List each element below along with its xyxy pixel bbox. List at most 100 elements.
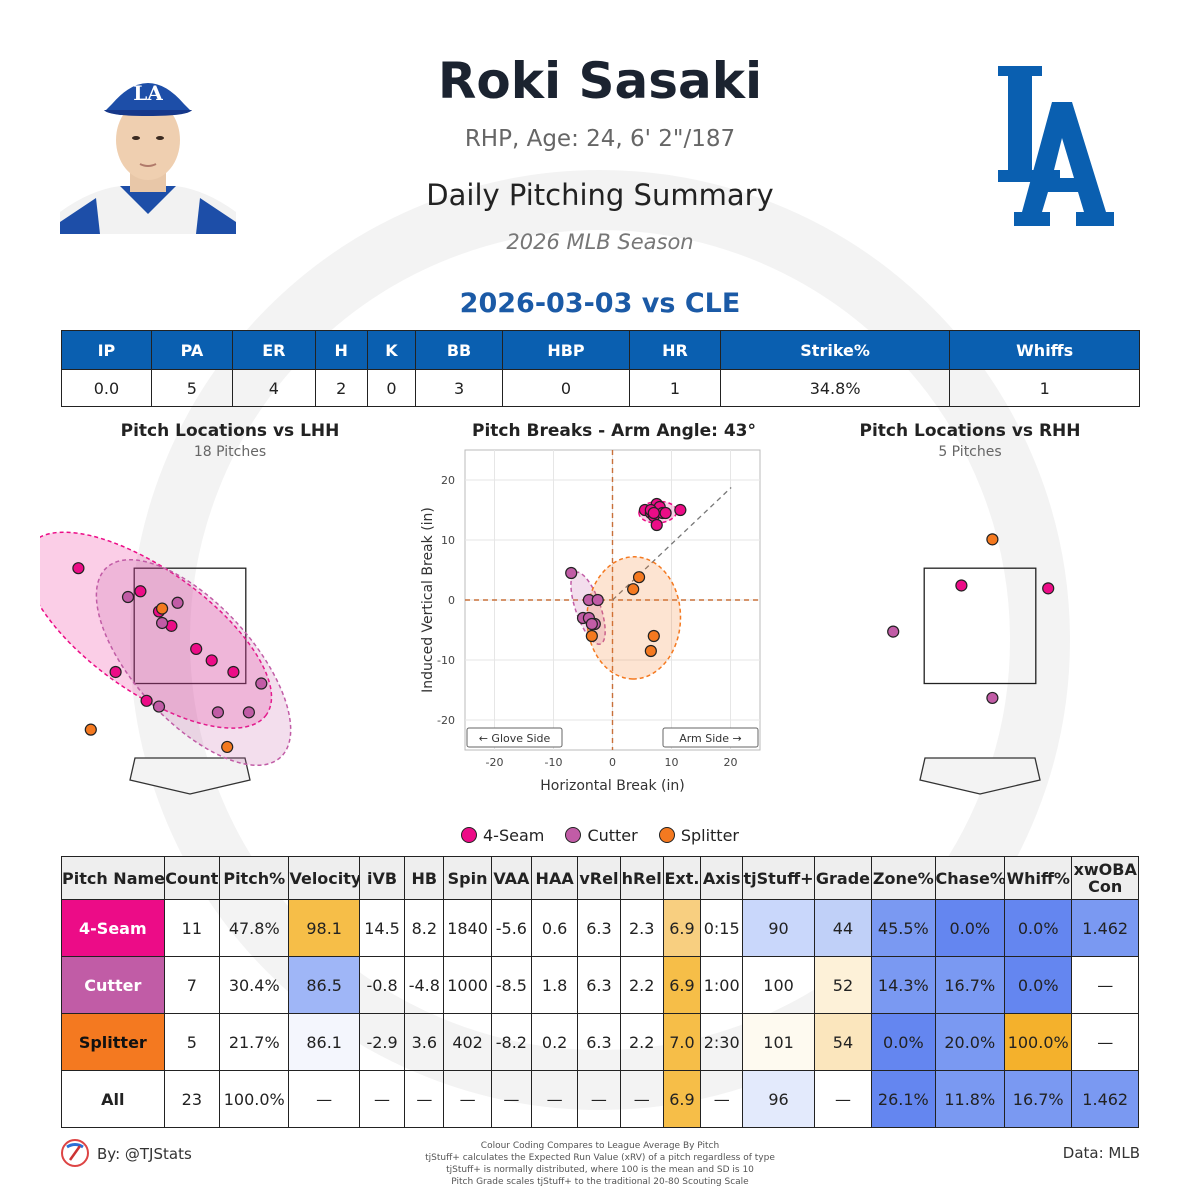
- table-header: hRel: [619, 856, 664, 900]
- boxscore-header: H: [314, 330, 368, 370]
- table-cell: 0.0%: [1003, 899, 1073, 957]
- footer-note: Colour Coding Compares to League Average…: [480, 1141, 720, 1151]
- boxscore-value: 0.0: [61, 369, 152, 407]
- table-cell: 14.3%: [871, 956, 936, 1014]
- table-cell: 44: [813, 899, 873, 957]
- table-cell: 11.8%: [934, 1070, 1005, 1128]
- strike-zone: [133, 567, 247, 685]
- lhh-pitch-point: [227, 665, 240, 679]
- boxscore-header: K: [366, 330, 417, 370]
- y-axis-label: Induced Vertical Break (in): [420, 507, 436, 693]
- table-cell: 0:15: [700, 899, 744, 957]
- lhh-pitch-point: [221, 740, 234, 754]
- break-point: [627, 583, 640, 596]
- lhh-pitch-point: [171, 596, 184, 609]
- table-cell: 90: [742, 899, 815, 957]
- table-header: Chase%: [934, 856, 1005, 900]
- pitch-metrics-table: Pitch Name Count Pitch% Velocity iVB HB Spin VA…: [61, 856, 1139, 1128]
- table-cell: -0.8: [358, 956, 406, 1014]
- table-cell: 86.1: [288, 1013, 360, 1071]
- table-header: Count: [163, 856, 221, 900]
- table-cell: 20.0%: [934, 1013, 1005, 1071]
- table-row: All 23 100.0% — — — — — — — —6.9—96—26.1% 11.8% 16.7…: [61, 1070, 1139, 1128]
- table-cell: 26.1%: [871, 1070, 936, 1128]
- strike-zone: [923, 567, 1037, 685]
- table-cell: 100.0%: [1003, 1013, 1073, 1071]
- team-logo: [998, 66, 1114, 226]
- table-cell: 23: [163, 1070, 221, 1128]
- boxscore-header: BB: [415, 330, 503, 370]
- table-row: Splitter 5 21.7% 86.1 -2.9 3.6 402 -8.2 0.2 6.3 2.…: [61, 1013, 1139, 1071]
- break-point: [565, 566, 578, 580]
- rhh-title: Pitch Locations vs RHH: [859, 421, 1081, 441]
- table-cell: 7: [163, 956, 221, 1014]
- table-cell: 86.5: [288, 956, 360, 1014]
- table-cell: 0.0%: [934, 899, 1005, 957]
- author-credit: By: @TJStats: [97, 1145, 192, 1163]
- table-cell: 2.3: [619, 899, 664, 957]
- table-cell: 5: [163, 1013, 221, 1071]
- lhh-pitch-point: [242, 706, 255, 719]
- boxscore-table: IP PA ER H K BB HBP HR Strike% Whiffs 0.0 5 4 2 0 3 0 1 3…: [61, 330, 1140, 407]
- footer-note: tjStuff+ is normally distributed, where …: [446, 1165, 754, 1175]
- table-header: Pitch Name: [61, 856, 165, 900]
- table-cell: 101: [742, 1013, 815, 1071]
- x-tick-label: -20: [486, 756, 504, 769]
- table-cell: —: [490, 1070, 532, 1128]
- table-cell: 6.3: [577, 1013, 621, 1071]
- rhh-pitch-point: [1042, 582, 1055, 595]
- x-axis-label: Horizontal Break (in): [540, 778, 684, 794]
- legend-item-cutter: Cutter: [565, 826, 638, 845]
- break-point: [650, 518, 663, 532]
- table-cell: 54: [813, 1013, 873, 1071]
- rhh-pitch-point: [887, 625, 900, 638]
- side-annotation-box: [662, 727, 759, 748]
- footer-note: Pitch Grade scales tjStuff+ to the tradi…: [451, 1177, 749, 1187]
- x-tick-label: 20: [724, 756, 738, 769]
- table-cell: —: [700, 1070, 744, 1128]
- break-point: [632, 571, 646, 584]
- x-tick-label: 10: [665, 756, 679, 769]
- player-bio: RHP, Age: 24, 6' 2"/187: [464, 126, 736, 152]
- legend-label: Cutter: [587, 826, 638, 845]
- table-cell: 6.9: [662, 899, 702, 957]
- table-cell: 1000: [443, 956, 492, 1014]
- table-cell: 30.4%: [219, 956, 290, 1014]
- rhh-location-plot: [887, 533, 1055, 795]
- cap-logo: LA: [133, 81, 163, 105]
- boxscore-header: HBP: [501, 330, 631, 370]
- boxscore-value: 1: [949, 369, 1140, 407]
- boxscore-header: PA: [150, 330, 233, 370]
- table-header: vRel: [577, 856, 621, 900]
- table-header: Axis: [700, 856, 744, 900]
- report-title: Daily Pitching Summary: [426, 178, 774, 212]
- table-cell: -5.6: [490, 899, 532, 957]
- table-cell: 6.3: [577, 899, 621, 957]
- table-header: Ext.: [662, 856, 702, 900]
- table-cell: 8.2: [404, 899, 445, 957]
- table-header: Grade: [813, 856, 873, 900]
- table-cell: —: [358, 1070, 406, 1128]
- lhh-pitch-point: [155, 616, 169, 630]
- table-cell: —: [530, 1070, 579, 1128]
- lhh-pitch-point: [211, 706, 224, 719]
- pitch-name-cell: All: [61, 1070, 165, 1128]
- table-cell: —: [577, 1070, 621, 1128]
- table-cell: 1.462: [1071, 899, 1139, 957]
- home-plate: [129, 757, 251, 795]
- x-tick-label: -10: [545, 756, 563, 769]
- table-cell: 21.7%: [219, 1013, 290, 1071]
- table-cell: 7.0: [662, 1013, 702, 1071]
- y-tick-label: -10: [437, 654, 455, 667]
- break-point: [644, 644, 657, 658]
- y-tick-label: 20: [441, 474, 455, 487]
- table-cell: 45.5%: [871, 899, 936, 957]
- table-header: tjStuff+: [742, 856, 815, 900]
- table-header: xwOBA Con: [1071, 856, 1139, 900]
- player-name: Roki Sasaki: [437, 52, 763, 110]
- table-cell: 47.8%: [219, 899, 290, 957]
- lhh-pitch-point: [152, 700, 166, 713]
- table-cell: —: [404, 1070, 445, 1128]
- lhh-pitch-point: [121, 590, 135, 604]
- table-cell: 6.9: [662, 956, 702, 1014]
